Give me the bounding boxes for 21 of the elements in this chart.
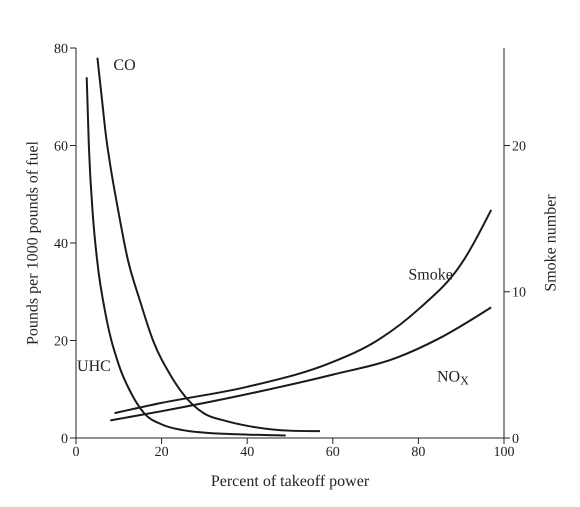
series-label: Smoke xyxy=(408,266,453,284)
y-axis-title: Pounds per 1000 pounds of fuel xyxy=(24,140,42,345)
x-tick-label: 40 xyxy=(240,444,254,460)
x-tick-label: 80 xyxy=(411,444,426,460)
x-tick-label: 100 xyxy=(494,444,514,460)
y2-tick-label: 20 xyxy=(512,140,526,155)
y-tick-label: 40 xyxy=(54,236,68,252)
x-tick-label: 60 xyxy=(326,444,340,460)
y2-tick-label: 10 xyxy=(512,286,526,301)
y-tick-label: 20 xyxy=(54,334,68,350)
y-tick-label: 0 xyxy=(61,432,68,447)
y-tick-label: 60 xyxy=(54,139,68,154)
series-label: NO$_{X}$ xyxy=(437,368,470,388)
y2-tick-label: 0 xyxy=(512,432,519,447)
x-axis-title: Percent of takeoff power xyxy=(210,473,370,490)
y-tick-label: 80 xyxy=(54,42,68,57)
y2-axis-title: Smoke number xyxy=(542,194,560,292)
x-tick-label: 0 xyxy=(72,444,80,460)
series-label: UHC xyxy=(77,358,111,375)
x-tick-label: 20 xyxy=(154,444,169,460)
series-label: CO xyxy=(113,56,136,74)
